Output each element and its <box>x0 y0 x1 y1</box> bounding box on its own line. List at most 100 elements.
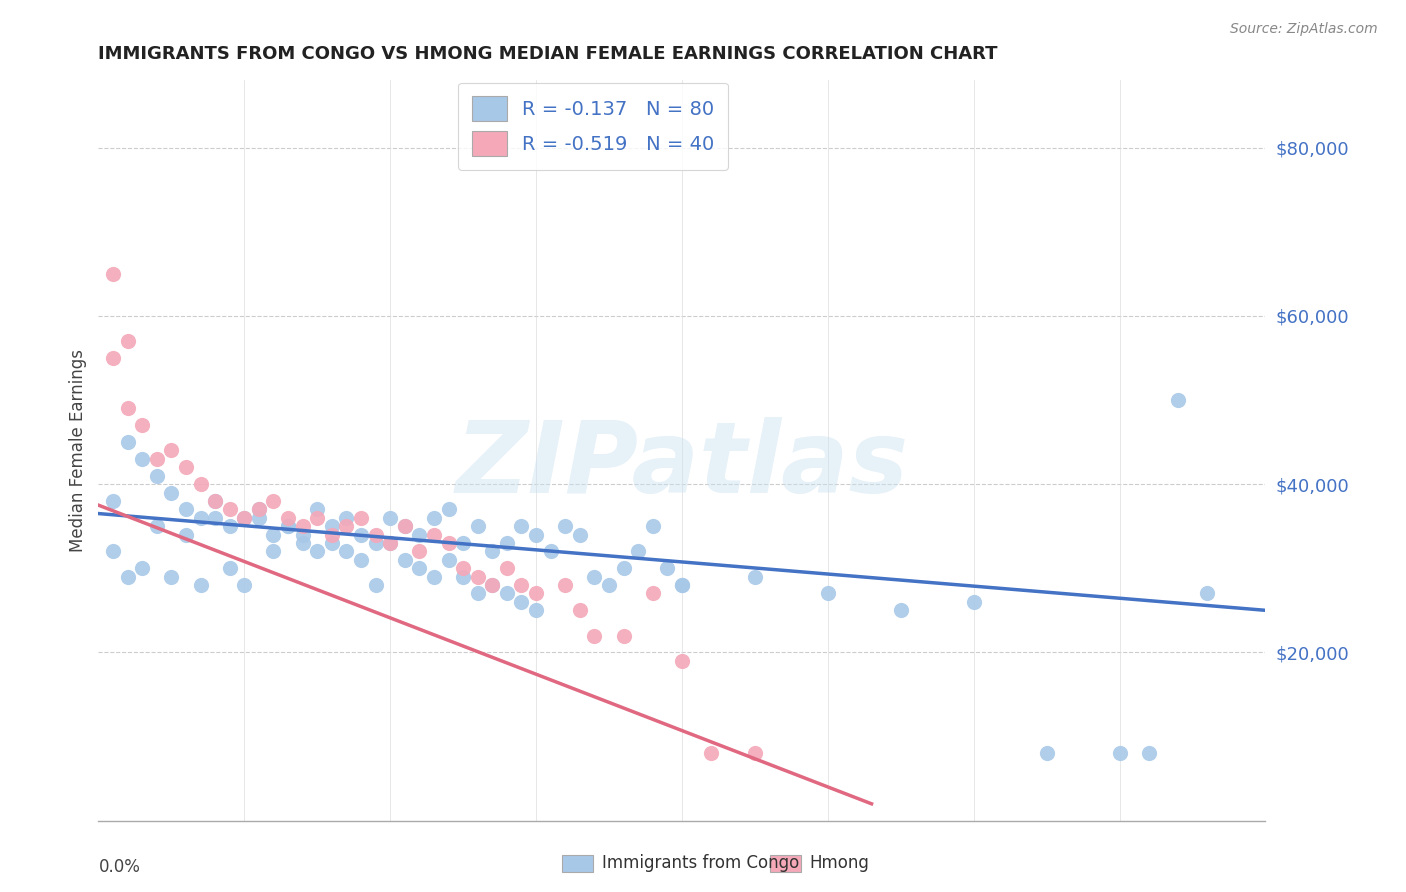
Point <box>394 553 416 567</box>
Point <box>146 468 169 483</box>
Point <box>190 578 212 592</box>
Y-axis label: Median Female Earnings: Median Female Earnings <box>69 349 87 552</box>
Point <box>364 578 387 592</box>
Point <box>247 510 270 524</box>
Point <box>962 595 984 609</box>
Point <box>583 628 606 642</box>
Point <box>817 586 839 600</box>
Point <box>277 519 299 533</box>
Text: Hmong: Hmong <box>810 855 870 872</box>
Point <box>117 435 139 450</box>
Point <box>190 477 212 491</box>
Point <box>657 561 679 575</box>
Point <box>423 510 446 524</box>
Point <box>131 561 153 575</box>
Point <box>437 502 460 516</box>
Point <box>612 561 634 575</box>
Point <box>437 553 460 567</box>
Point <box>307 544 329 558</box>
Point <box>671 578 693 592</box>
Point <box>101 351 124 365</box>
Point <box>117 401 139 416</box>
Point <box>1108 747 1130 761</box>
Point <box>321 536 343 550</box>
Point <box>204 494 226 508</box>
Point <box>335 519 357 533</box>
Point <box>101 267 124 281</box>
Point <box>451 561 474 575</box>
Point <box>1035 747 1057 761</box>
Point <box>540 544 562 558</box>
Point <box>218 519 240 533</box>
Point <box>481 578 503 592</box>
Point <box>496 561 519 575</box>
Point <box>204 510 226 524</box>
Point <box>218 502 240 516</box>
Text: Immigrants from Congo: Immigrants from Congo <box>602 855 799 872</box>
Text: IMMIGRANTS FROM CONGO VS HMONG MEDIAN FEMALE EARNINGS CORRELATION CHART: IMMIGRANTS FROM CONGO VS HMONG MEDIAN FE… <box>98 45 998 63</box>
Point <box>350 527 373 541</box>
Point <box>218 561 240 575</box>
Point <box>598 578 620 592</box>
Point <box>700 747 723 761</box>
Point <box>380 510 402 524</box>
Point <box>321 527 343 541</box>
Point <box>233 510 256 524</box>
Point <box>423 569 446 583</box>
Point <box>174 460 197 475</box>
Point <box>380 536 402 550</box>
Point <box>524 603 547 617</box>
Point <box>380 536 402 550</box>
Point <box>408 561 430 575</box>
Point <box>496 586 519 600</box>
Point <box>364 527 387 541</box>
Point <box>890 603 912 617</box>
Point <box>510 519 533 533</box>
Point <box>174 502 197 516</box>
Point <box>307 510 329 524</box>
Point <box>744 747 766 761</box>
Point <box>524 527 547 541</box>
Point <box>146 451 169 466</box>
Point <box>554 578 576 592</box>
Point <box>583 569 606 583</box>
Point <box>744 569 766 583</box>
Point <box>671 578 693 592</box>
Point <box>612 628 634 642</box>
Point <box>467 519 489 533</box>
Point <box>350 553 373 567</box>
Point <box>233 578 256 592</box>
Point <box>627 544 650 558</box>
Point <box>291 519 314 533</box>
Point <box>394 519 416 533</box>
Point <box>291 527 314 541</box>
Point <box>451 536 474 550</box>
Point <box>174 527 197 541</box>
Legend: R = -0.137   N = 80, R = -0.519   N = 40: R = -0.137 N = 80, R = -0.519 N = 40 <box>458 83 728 169</box>
Point <box>101 494 124 508</box>
Point <box>641 519 664 533</box>
Point <box>423 527 446 541</box>
Point <box>101 544 124 558</box>
Point <box>262 494 284 508</box>
Point <box>160 485 183 500</box>
Point <box>496 536 519 550</box>
Point <box>321 519 343 533</box>
Point <box>204 494 226 508</box>
Text: Source: ZipAtlas.com: Source: ZipAtlas.com <box>1230 22 1378 37</box>
Point <box>1137 747 1160 761</box>
Point <box>1167 392 1189 407</box>
Point <box>671 654 693 668</box>
Point <box>467 586 489 600</box>
Point <box>394 519 416 533</box>
Point <box>277 519 299 533</box>
Point <box>117 334 139 348</box>
Point <box>277 510 299 524</box>
Point <box>262 527 284 541</box>
Point <box>160 569 183 583</box>
Point <box>335 510 357 524</box>
Point <box>247 502 270 516</box>
Point <box>481 578 503 592</box>
Text: ZIPatlas: ZIPatlas <box>456 417 908 514</box>
Point <box>568 603 591 617</box>
